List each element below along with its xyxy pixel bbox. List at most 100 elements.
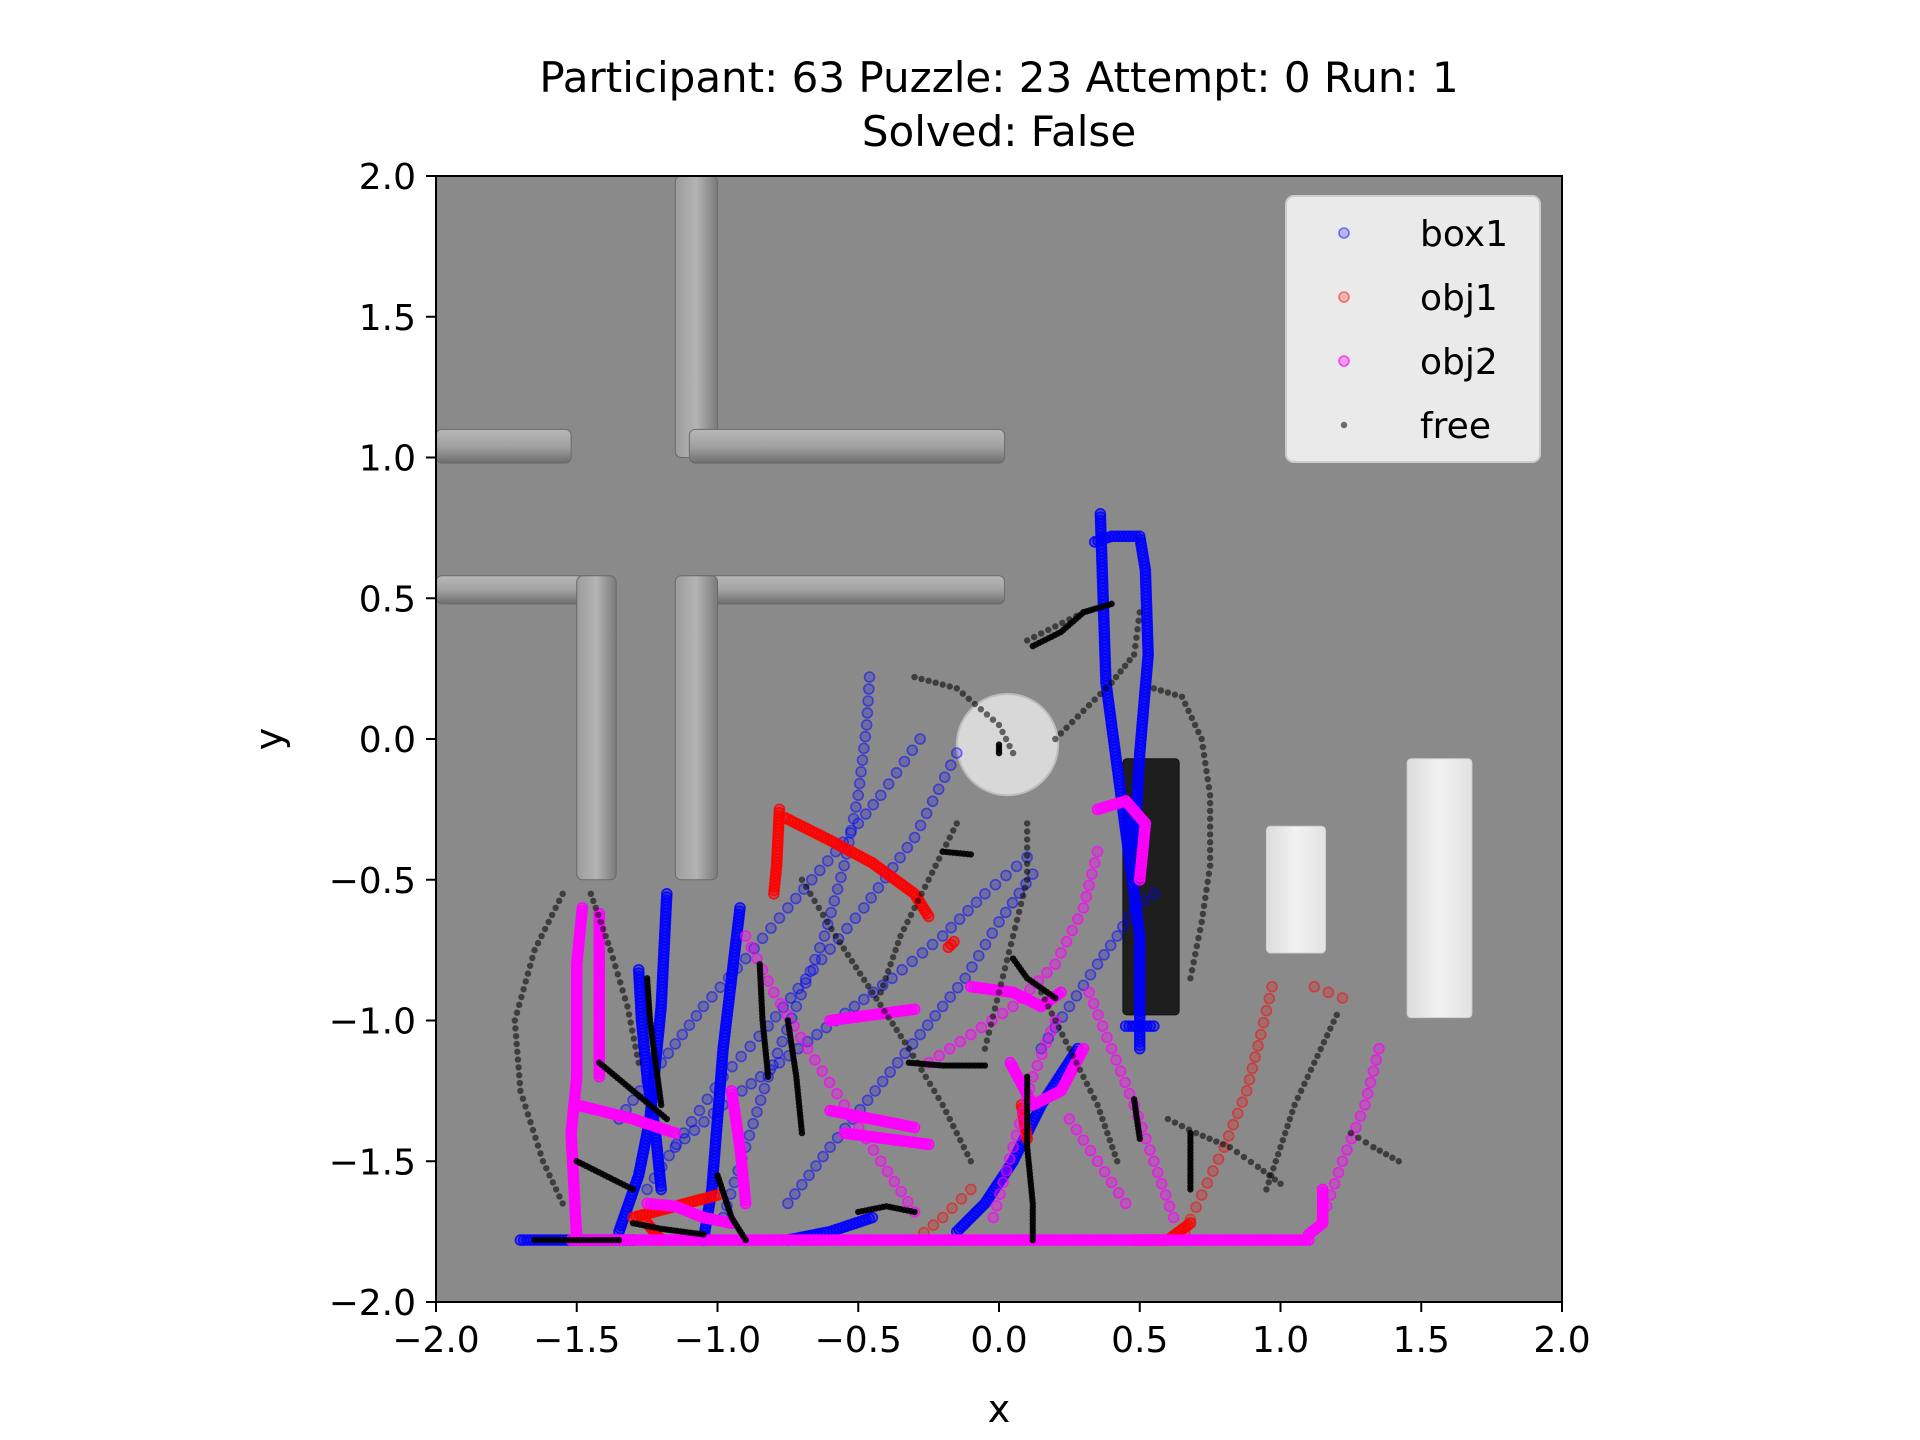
x-tick-label-7: 1.5 <box>1393 1320 1450 1361</box>
free-point-6-26 <box>905 1045 913 1052</box>
free-point-0-9 <box>971 700 979 708</box>
obj1-point-0-2 <box>1260 1004 1273 1017</box>
free-point-4-21 <box>514 1048 521 1055</box>
obj2-point-5-3 <box>1084 1144 1097 1157</box>
box1-point-4-14 <box>929 1010 941 1022</box>
obj1-point-4-53 <box>922 910 935 923</box>
free-point-8-23 <box>1267 1172 1275 1179</box>
box1-point-0-36 <box>754 1094 767 1107</box>
free-point-9-1 <box>1355 1134 1362 1141</box>
free-point-1-14 <box>1009 932 1017 940</box>
box1-point-3-35 <box>688 1124 701 1137</box>
box1-point-1-4 <box>882 778 895 790</box>
free-point-9-2 <box>1362 1139 1370 1146</box>
box1-point-4-22 <box>869 1085 881 1097</box>
free-point-28-12 <box>1136 1135 1143 1142</box>
free-point-20-34 <box>798 1129 806 1137</box>
free-point-18-26 <box>596 1059 603 1066</box>
free-point-5-19 <box>630 1035 638 1042</box>
box1-point-4-23 <box>861 1094 874 1107</box>
box1-point-2-21 <box>799 973 812 986</box>
y-tick-label-2: −1.0 <box>329 1002 416 1043</box>
box1-point-0-27 <box>795 988 807 1001</box>
free-point-1-23 <box>991 1005 999 1012</box>
obj2-point-0-10 <box>1049 958 1062 971</box>
box1-point-2-3 <box>932 783 945 796</box>
obj2-point-0-6 <box>1072 913 1084 925</box>
free-point-5-21 <box>633 1051 641 1058</box>
box1-point-4-29 <box>817 1150 829 1163</box>
free-point-10-14 <box>1087 1087 1094 1095</box>
free-point-11-5 <box>935 855 943 862</box>
free-point-0-12 <box>989 716 997 723</box>
free-point-2-10 <box>1108 679 1115 686</box>
free-point-1-13 <box>1011 924 1019 932</box>
obj2-point-3-6 <box>1110 1054 1122 1066</box>
free-point-6-38 <box>953 1129 960 1137</box>
obj1-point-0-17 <box>1201 1177 1214 1189</box>
box1-point-2-5 <box>920 807 933 820</box>
obj2-point-1-0 <box>739 930 752 942</box>
free-point-2-9 <box>1102 685 1110 692</box>
free-point-4-1 <box>555 897 563 905</box>
free-point-1-25 <box>987 1021 995 1028</box>
free-point-2-6 <box>1085 702 1093 709</box>
obj2-point-4-3 <box>1364 1076 1377 1089</box>
obj1-point-0-0 <box>1266 980 1278 993</box>
obj2-point-3-19 <box>1163 1200 1176 1213</box>
legend: box1 obj1 obj2 free <box>1285 195 1541 463</box>
free-point-10-21 <box>1106 1136 1114 1144</box>
free-point-10-5 <box>1055 1024 1063 1031</box>
free-point-6-8 <box>832 932 839 940</box>
obj2-point-2-9 <box>1013 1117 1026 1130</box>
obj2-point-2-15 <box>994 1188 1006 1200</box>
free-point-10-24 <box>1114 1158 1121 1165</box>
box1-point-3-29 <box>745 1078 758 1090</box>
free-point-0-8 <box>965 695 973 702</box>
free-point-8-17 <box>1281 1129 1289 1137</box>
free-point-8-7 <box>1311 1059 1318 1066</box>
box1-point-3-10 <box>926 938 939 951</box>
free-point-7-9 <box>1226 1143 1234 1151</box>
obj1-point-2-1 <box>955 1192 968 1205</box>
box1-point-5-4 <box>1117 920 1129 933</box>
obj2-point-2-14 <box>997 1176 1010 1189</box>
box1-point-1-31 <box>669 1038 682 1050</box>
free-point-6-39 <box>957 1136 964 1144</box>
box1-point-2-28 <box>744 1040 756 1053</box>
free-point-8-21 <box>1272 1158 1280 1165</box>
free-point-4-5 <box>541 925 549 933</box>
free-point-2-1 <box>1057 730 1065 737</box>
free-point-5-12 <box>616 979 624 986</box>
box1-point-9-66 <box>655 1183 668 1196</box>
x-tick-label-3: −0.5 <box>815 1320 902 1361</box>
box1-point-5-7 <box>1098 949 1110 961</box>
obj1-point-2-0 <box>965 1183 977 1196</box>
box1-point-0-0 <box>863 671 876 683</box>
box1-point-2-33 <box>701 1093 714 1106</box>
free-point-7-12 <box>1247 1158 1255 1166</box>
free-point-0-7 <box>959 690 967 697</box>
box1-point-0-7 <box>856 754 869 766</box>
box1-point-0-20 <box>825 906 837 919</box>
free-point-3-18 <box>1206 799 1214 807</box>
box1-point-0-19 <box>828 895 841 907</box>
free-point-8-11 <box>1297 1087 1305 1095</box>
obj2-point-3-15 <box>1148 1155 1160 1168</box>
box1-point-1-6 <box>867 798 880 811</box>
free-point-2-8 <box>1097 690 1104 698</box>
free-point-10-17 <box>1096 1108 1104 1116</box>
free-point-6-20 <box>881 1007 888 1015</box>
free-point-27-17 <box>1052 994 1059 1002</box>
obj2-point-0-9 <box>1055 947 1067 959</box>
box1-point-0-35 <box>758 1082 771 1095</box>
obj1-point-0-11 <box>1231 1107 1244 1120</box>
obj2-point-0-15 <box>1007 1000 1019 1013</box>
free-point-10-1 <box>1041 996 1048 1003</box>
box1-point-1-30 <box>676 1028 689 1041</box>
box1-point-4-8 <box>972 949 985 962</box>
box1-point-5-5 <box>1111 930 1124 942</box>
free-point-6-11 <box>844 951 852 959</box>
obj2-point-10-15 <box>1302 1228 1315 1241</box>
box1-point-2-9 <box>894 851 906 864</box>
